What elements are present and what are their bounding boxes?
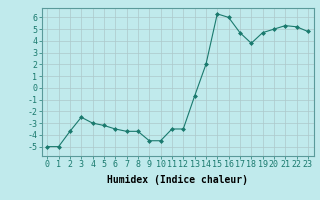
X-axis label: Humidex (Indice chaleur): Humidex (Indice chaleur)	[107, 175, 248, 185]
